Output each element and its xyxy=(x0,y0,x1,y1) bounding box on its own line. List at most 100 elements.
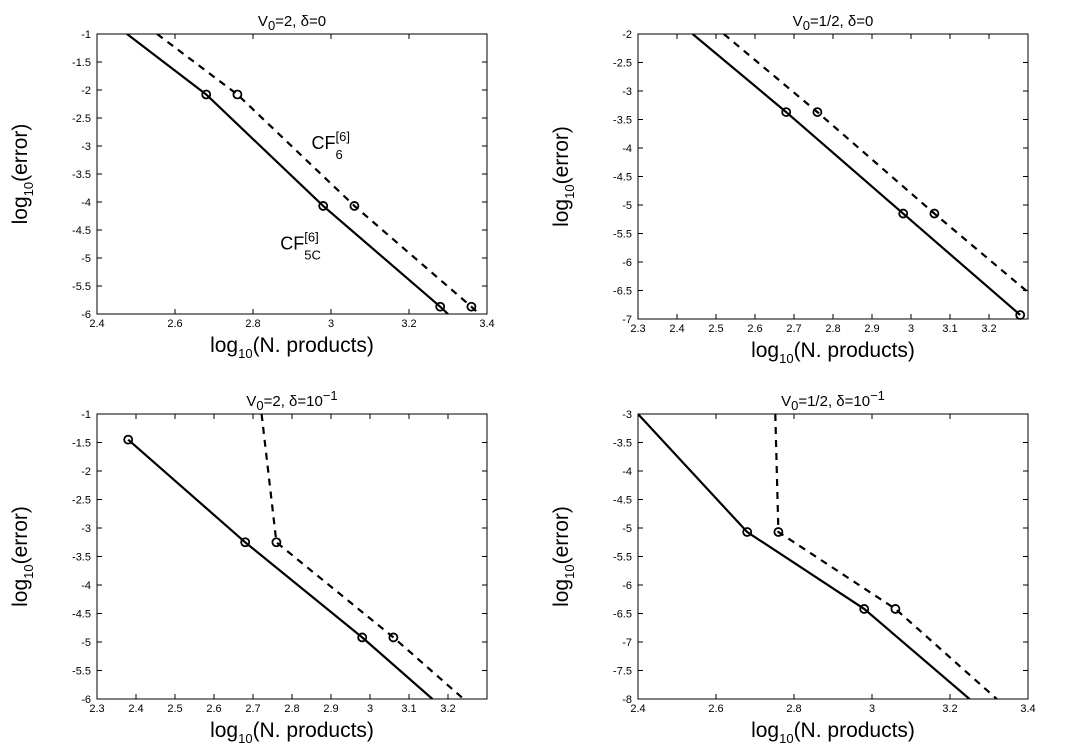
y-tick-label: -4.5 xyxy=(72,609,91,621)
x-tick-label: 2.7 xyxy=(245,703,260,715)
series-annotation-sub: 6 xyxy=(336,147,343,162)
y-tick-label: -1.5 xyxy=(72,57,91,69)
y-tick-label: -4.5 xyxy=(613,172,632,184)
x-tick-label: 2.8 xyxy=(245,318,260,330)
chart-title: V0=1/2, δ=0 xyxy=(793,13,874,33)
y-axis-label: log10(error) xyxy=(550,506,577,607)
series-annotation-sub: 5C xyxy=(304,248,321,263)
y-tick-label: -4 xyxy=(81,197,91,209)
series-line-cf6-6 xyxy=(774,414,998,699)
y-axis-label: log10(error) xyxy=(9,506,36,607)
axes-frame xyxy=(96,33,488,315)
y-tick-label: -5.5 xyxy=(613,552,632,564)
y-tick-label: -1.5 xyxy=(72,438,91,450)
x-tick-label: 2.4 xyxy=(89,318,104,330)
data-point-marker xyxy=(812,107,823,117)
y-tick-label: -1 xyxy=(81,29,91,41)
plot-area xyxy=(638,414,998,699)
x-tick-label: 2.5 xyxy=(167,703,182,715)
x-tick-label: 3.4 xyxy=(1020,703,1035,715)
x-tick-label: 3.2 xyxy=(942,703,957,715)
x-tick-label: 2.6 xyxy=(167,318,182,330)
data-point-marker xyxy=(318,201,329,211)
y-tick-label: -5 xyxy=(81,253,91,265)
y-axis-label: log10(error) xyxy=(550,126,577,227)
series-line-cf6-5c xyxy=(691,34,1021,316)
y-tick-label: -6.5 xyxy=(613,286,632,298)
data-point-marker xyxy=(929,208,940,219)
y-tick-label: -2.5 xyxy=(72,495,91,507)
x-axis-label: log10(N. products) xyxy=(210,334,374,361)
data-point-marker xyxy=(781,107,792,117)
data-point-marker xyxy=(240,537,251,548)
panel-bottom-right: 2.4 2.6 2.8 3 3.2 3.4 -3 -3.5 -4 -4.5 -5 -5.5 -6 -6.5… xyxy=(550,388,1036,746)
x-tick-label: 3 xyxy=(328,318,334,330)
y-tick-label: -5 xyxy=(622,200,632,212)
x-tick-label: 2.3 xyxy=(89,703,104,715)
data-point-marker xyxy=(349,201,360,211)
data-point-marker xyxy=(898,208,909,219)
panel-bottom-left: 2.3 2.4 2.5 2.6 2.7 2.8 2.9 3 3.1 3.2 -1 -1.5 -2 -2.5… xyxy=(9,388,488,746)
data-point-marker xyxy=(435,301,446,312)
x-tick-label: 2.8 xyxy=(284,703,299,715)
data-point-marker xyxy=(859,604,870,614)
y-tick-label: -4 xyxy=(81,580,91,592)
y-tick-label: -6 xyxy=(622,257,632,269)
data-point-marker xyxy=(201,89,212,100)
panel-top-right: 2.3 2.4 2.5 2.6 2.7 2.8 2.9 3 3.1 3.2 -2 -2.5 -3 -3.5… xyxy=(550,13,1029,366)
data-point-marker xyxy=(773,527,784,537)
x-tick-label: 2.4 xyxy=(630,703,645,715)
x-tick-label: 2.7 xyxy=(786,323,801,335)
chart-title: V0=2, δ=0 xyxy=(258,13,326,33)
y-axis-label: log10(error) xyxy=(9,124,36,225)
axes-frame xyxy=(96,413,488,700)
y-tick-label: -4.5 xyxy=(72,225,91,237)
y-tick-label: -5 xyxy=(81,637,91,649)
x-tick-label: 2.4 xyxy=(669,323,684,335)
series-line-cf6-6 xyxy=(260,414,465,699)
y-tick-label: -2 xyxy=(81,85,91,97)
y-tick-label: -7 xyxy=(622,314,632,326)
y-tick-label: -3.5 xyxy=(613,115,632,127)
data-point-marker xyxy=(123,434,134,445)
x-tick-label: 2.6 xyxy=(708,703,723,715)
plot-area xyxy=(691,34,1028,316)
x-tick-label: 2.6 xyxy=(206,703,221,715)
series-annotation-sup: [6] xyxy=(336,129,350,144)
series-line-cf6-5c xyxy=(638,414,971,699)
y-tick-label: -7.5 xyxy=(613,666,632,678)
y-tick-label: -5.5 xyxy=(72,281,91,293)
series-line-cf6-6 xyxy=(156,34,480,314)
x-tick-label: 3.2 xyxy=(401,318,416,330)
data-point-marker xyxy=(742,527,753,537)
y-tick-label: -6.5 xyxy=(613,609,632,621)
data-point-marker xyxy=(890,604,901,614)
data-point-marker xyxy=(388,632,399,643)
y-tick-label: -5.5 xyxy=(72,666,91,678)
y-tick-label: -4 xyxy=(622,143,632,155)
y-tick-label: -6 xyxy=(81,694,91,706)
series-line-cf6-5c xyxy=(126,34,449,314)
y-tick-label: -8 xyxy=(622,694,632,706)
chart-title: V0=2, δ=10−1 xyxy=(246,388,337,413)
x-axis-label: log10(N. products) xyxy=(751,719,915,746)
y-tick-label: -3.5 xyxy=(613,438,632,450)
plot-area xyxy=(126,34,480,314)
x-tick-label: 2.8 xyxy=(825,323,840,335)
x-tick-label: 3.2 xyxy=(981,323,996,335)
series-line-cf6-5c xyxy=(127,438,434,699)
y-tick-label: -2 xyxy=(622,29,632,41)
x-tick-label: 2.5 xyxy=(708,323,723,335)
axes-frame xyxy=(637,413,1029,700)
data-point-marker xyxy=(271,537,282,548)
axes-frame xyxy=(637,33,1029,320)
series-line-cf6-6 xyxy=(723,34,1028,294)
series-annotation: CF xyxy=(312,133,336,153)
y-tick-label: -3 xyxy=(81,141,91,153)
x-tick-label: 2.6 xyxy=(747,323,762,335)
x-tick-label: 3 xyxy=(869,703,875,715)
panel-top-left: 2.4 2.6 2.8 3 3.2 3.4 -1 -1.5 -2 -2.5 -3 -3.5 -4 -4.5… xyxy=(9,13,495,361)
y-tick-label: -2.5 xyxy=(72,113,91,125)
data-point-marker xyxy=(1015,310,1026,320)
